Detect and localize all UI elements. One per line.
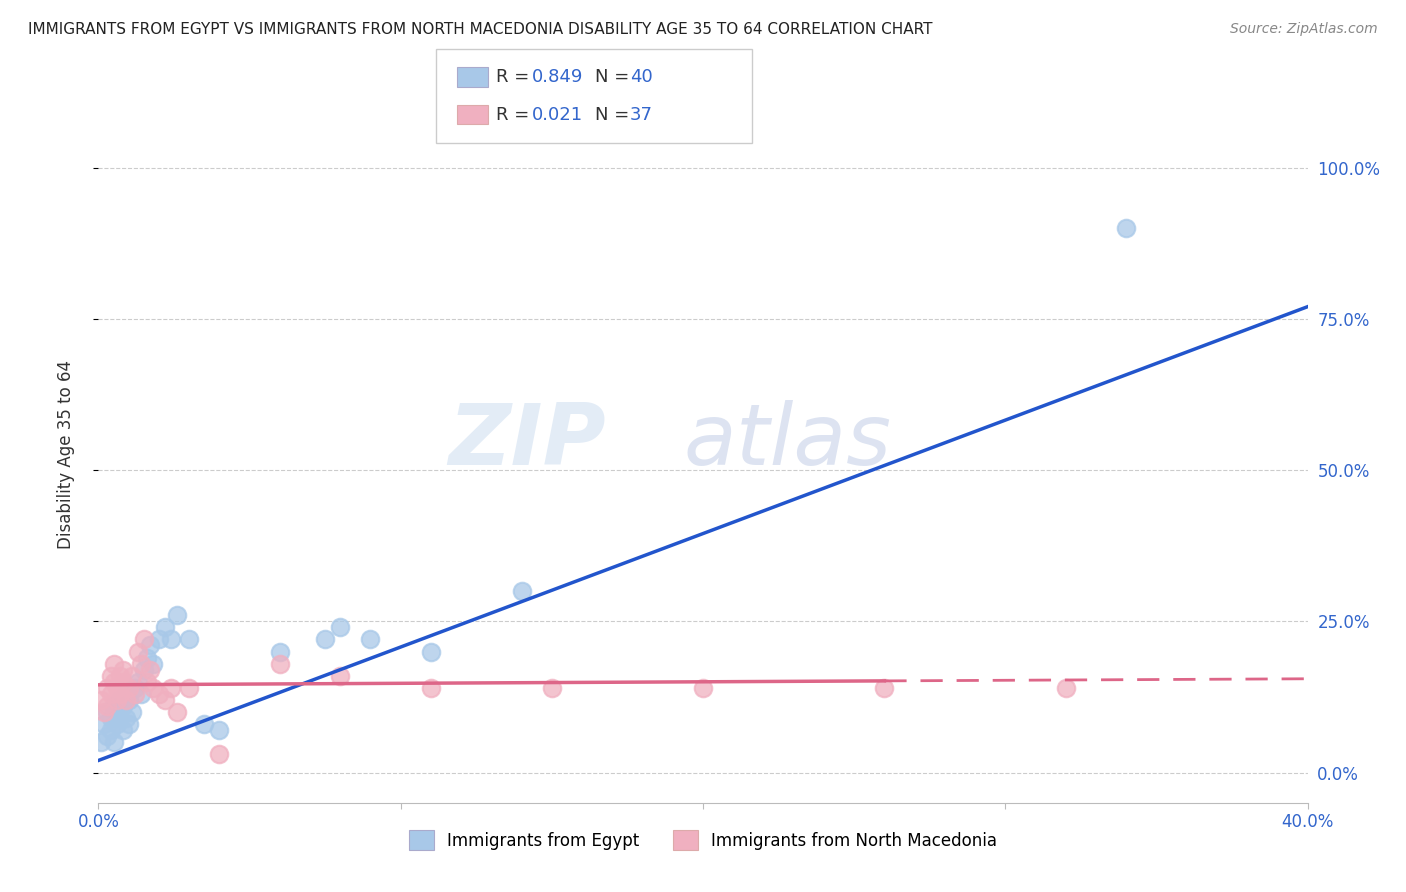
Point bbox=[108, 711, 131, 725]
Point bbox=[1115, 221, 1137, 235]
Point bbox=[111, 723, 134, 738]
Point bbox=[118, 717, 141, 731]
Point bbox=[103, 674, 125, 689]
Point bbox=[100, 711, 122, 725]
Point bbox=[114, 687, 136, 701]
Point bbox=[139, 639, 162, 653]
Point bbox=[105, 705, 128, 719]
Y-axis label: Disability Age 35 to 64: Disability Age 35 to 64 bbox=[56, 360, 75, 549]
Point bbox=[105, 693, 128, 707]
Point bbox=[124, 681, 146, 695]
Point bbox=[129, 657, 152, 671]
Point bbox=[160, 681, 183, 695]
Text: 0.849: 0.849 bbox=[531, 69, 583, 87]
Point bbox=[103, 698, 125, 713]
Point bbox=[118, 693, 141, 707]
Legend: Immigrants from Egypt, Immigrants from North Macedonia: Immigrants from Egypt, Immigrants from N… bbox=[402, 823, 1004, 857]
Point bbox=[420, 681, 443, 695]
Text: atlas: atlas bbox=[683, 400, 891, 483]
Point bbox=[873, 681, 896, 695]
Point bbox=[103, 657, 125, 671]
Point bbox=[100, 723, 122, 738]
Point bbox=[114, 711, 136, 725]
Point bbox=[114, 693, 136, 707]
Point bbox=[93, 717, 115, 731]
Point bbox=[100, 687, 122, 701]
Text: R =: R = bbox=[496, 69, 536, 87]
Point bbox=[692, 681, 714, 695]
Point bbox=[193, 717, 215, 731]
Point bbox=[96, 705, 118, 719]
Point bbox=[96, 681, 118, 695]
Point bbox=[90, 735, 112, 749]
Point bbox=[129, 687, 152, 701]
Point bbox=[132, 632, 155, 647]
Point bbox=[153, 693, 176, 707]
Point bbox=[166, 705, 188, 719]
Point bbox=[127, 674, 149, 689]
Point bbox=[510, 584, 533, 599]
Point bbox=[108, 669, 131, 683]
Point bbox=[179, 632, 201, 647]
Point bbox=[132, 663, 155, 677]
Point bbox=[121, 669, 143, 683]
Text: 40: 40 bbox=[630, 69, 652, 87]
Point bbox=[269, 657, 291, 671]
Point bbox=[108, 687, 131, 701]
Text: 37: 37 bbox=[630, 105, 652, 123]
Point bbox=[160, 632, 183, 647]
Point bbox=[96, 729, 118, 743]
Point bbox=[153, 620, 176, 634]
Point bbox=[208, 747, 231, 762]
Point bbox=[540, 681, 562, 695]
Text: N =: N = bbox=[595, 69, 634, 87]
Point bbox=[329, 669, 352, 683]
Point bbox=[208, 723, 231, 738]
Point bbox=[105, 681, 128, 695]
Point bbox=[96, 698, 118, 713]
Point bbox=[105, 717, 128, 731]
Point bbox=[1054, 681, 1077, 695]
Point bbox=[118, 681, 141, 695]
Point bbox=[420, 644, 443, 658]
Point bbox=[111, 698, 134, 713]
Text: R =: R = bbox=[496, 105, 536, 123]
Point bbox=[124, 687, 146, 701]
Point bbox=[127, 644, 149, 658]
Point bbox=[314, 632, 336, 647]
Point bbox=[93, 705, 115, 719]
Point bbox=[142, 681, 165, 695]
Point bbox=[135, 674, 157, 689]
Point bbox=[139, 663, 162, 677]
Point bbox=[269, 644, 291, 658]
Text: Source: ZipAtlas.com: Source: ZipAtlas.com bbox=[1230, 22, 1378, 37]
Point bbox=[329, 620, 352, 634]
Point bbox=[121, 705, 143, 719]
Text: 0.021: 0.021 bbox=[531, 105, 582, 123]
Point bbox=[111, 674, 134, 689]
Point bbox=[360, 632, 382, 647]
Point bbox=[90, 693, 112, 707]
Point bbox=[148, 687, 170, 701]
Point bbox=[179, 681, 201, 695]
Point bbox=[148, 632, 170, 647]
Point bbox=[142, 657, 165, 671]
Point bbox=[100, 669, 122, 683]
Point bbox=[166, 608, 188, 623]
Text: N =: N = bbox=[595, 105, 634, 123]
Point bbox=[103, 735, 125, 749]
Text: ZIP: ZIP bbox=[449, 400, 606, 483]
Point bbox=[108, 693, 131, 707]
Point bbox=[111, 663, 134, 677]
Point bbox=[135, 650, 157, 665]
Text: IMMIGRANTS FROM EGYPT VS IMMIGRANTS FROM NORTH MACEDONIA DISABILITY AGE 35 TO 64: IMMIGRANTS FROM EGYPT VS IMMIGRANTS FROM… bbox=[28, 22, 932, 37]
